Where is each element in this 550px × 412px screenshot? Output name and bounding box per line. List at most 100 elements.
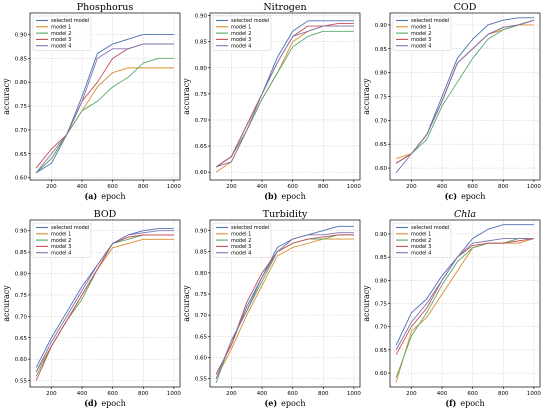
- series-line: [35, 34, 174, 174]
- legend-label: model 2: [231, 238, 251, 244]
- series-line: [395, 238, 534, 378]
- legend-label: model 2: [51, 238, 71, 244]
- series-line: [215, 234, 354, 375]
- x-tick-label: 800: [138, 391, 149, 397]
- series-line: [35, 238, 174, 373]
- series-line: [215, 30, 354, 168]
- legend-label: model 2: [411, 238, 431, 244]
- legend-label: selected model: [51, 18, 89, 24]
- series-line: [395, 238, 534, 355]
- y-axis-label: accuracy: [362, 285, 371, 322]
- x-tick-label: 600: [287, 391, 298, 397]
- y-tick-label: 0.65: [15, 152, 28, 158]
- y-tick-label: 0.60: [375, 166, 388, 172]
- legend-label: model 1: [411, 232, 431, 238]
- y-tick-label: 0.75: [15, 293, 28, 299]
- y-tick-label: 0.70: [195, 118, 208, 124]
- y-tick-label: 0.70: [375, 118, 388, 124]
- x-axis-caption: (d) epoch: [84, 398, 125, 408]
- series-line: [35, 57, 174, 174]
- y-tick-label: 0.80: [195, 271, 208, 277]
- legend-box: [32, 15, 92, 51]
- y-axis-label: accuracy: [362, 78, 371, 115]
- chart-panel: Phosphorus 200 400 600 800 1000 0.60 0.65 0.70 0.…: [2, 2, 181, 201]
- y-tick-label: 0.85: [375, 255, 388, 261]
- legend-label: selected model: [231, 225, 269, 231]
- subfigure-letter: (b): [264, 191, 277, 201]
- y-axis-label: accuracy: [182, 285, 191, 322]
- y-tick-label: 0.85: [375, 47, 388, 53]
- x-tick-label: 600: [467, 391, 478, 397]
- y-tick-label: 0.75: [375, 302, 388, 308]
- legend-label: model 4: [411, 250, 431, 256]
- y-tick-label: 0.85: [195, 250, 208, 256]
- legend-label: model 2: [231, 31, 251, 37]
- legend-box: [212, 15, 272, 51]
- legend-box: [32, 222, 92, 258]
- x-axis-label: epoch: [101, 192, 125, 201]
- x-tick-label: 1000: [347, 184, 361, 190]
- chart-title: Phosphorus: [77, 2, 134, 13]
- x-tick-label: 200: [46, 391, 57, 397]
- series-line: [395, 238, 535, 383]
- x-axis-caption: (b) epoch: [264, 191, 305, 201]
- x-axis-label: epoch: [461, 192, 485, 201]
- subfigure-letter: (c): [445, 191, 458, 201]
- y-tick-label: 0.80: [375, 71, 388, 77]
- chart-title: Chla: [454, 209, 476, 220]
- series-line: [215, 238, 354, 379]
- y-tick-label: 0.60: [15, 357, 28, 363]
- y-tick-label: 0.60: [375, 371, 388, 377]
- chart-panel: Turbidity 200 400 600 800 1000 0.55 0.60 0.65 0.7…: [182, 209, 361, 408]
- y-tick-label: 0.80: [195, 66, 208, 72]
- legend-box: [392, 222, 452, 258]
- x-tick-label: 400: [257, 184, 268, 190]
- x-tick-label: 1000: [167, 391, 181, 397]
- x-axis-caption: (a) epoch: [84, 191, 125, 201]
- y-axis-label: accuracy: [182, 78, 191, 115]
- y-tick-label: 0.55: [195, 377, 208, 383]
- y-tick-label: 0.75: [195, 92, 208, 98]
- series-line: [395, 238, 534, 351]
- x-axis-caption: (e) epoch: [265, 398, 306, 408]
- x-tick-label: 800: [318, 391, 329, 397]
- legend-label: model 2: [411, 31, 431, 37]
- series-line: [35, 43, 174, 174]
- y-axis-label: accuracy: [2, 78, 11, 115]
- y-tick-label: 0.90: [195, 229, 208, 235]
- x-tick-label: 600: [287, 184, 298, 190]
- legend-label: model 1: [231, 25, 251, 31]
- x-tick-label: 400: [257, 391, 268, 397]
- legend-label: selected model: [231, 18, 269, 24]
- legend-box: [212, 222, 272, 258]
- y-tick-label: 0.75: [15, 104, 28, 110]
- y-tick-label: 0.70: [15, 314, 28, 320]
- plot-frame: [29, 219, 181, 388]
- legend-label: model 4: [51, 250, 71, 256]
- y-tick-label: 0.65: [195, 144, 208, 150]
- y-tick-label: 0.60: [15, 176, 28, 182]
- y-tick-label: 0.80: [375, 278, 388, 284]
- x-axis-label: epoch: [281, 192, 305, 201]
- chart-panel: BOD 200 400 600 800 1000 0.55 0.60 0.65 0.70 0.75 0…: [2, 209, 181, 408]
- y-tick-label: 0.70: [375, 325, 388, 331]
- y-tick-label: 0.85: [15, 250, 28, 256]
- series-line: [35, 234, 174, 381]
- series-line: [215, 232, 354, 379]
- subfigure-letter: (a): [84, 191, 97, 201]
- legend-label: model 4: [231, 43, 251, 49]
- y-tick-label: 0.80: [15, 80, 28, 86]
- x-tick-label: 200: [226, 391, 237, 397]
- y-tick-label: 0.90: [195, 14, 208, 20]
- y-tick-label: 0.65: [375, 348, 388, 354]
- x-tick-label: 400: [77, 391, 88, 397]
- legend-label: model 3: [51, 37, 71, 43]
- y-tick-label: 0.90: [15, 229, 28, 235]
- y-tick-label: 0.70: [195, 313, 208, 319]
- legend-box: [392, 15, 452, 51]
- chart-title: Turbidity: [263, 209, 308, 220]
- legend-label: model 3: [51, 244, 71, 250]
- x-tick-label: 400: [77, 184, 88, 190]
